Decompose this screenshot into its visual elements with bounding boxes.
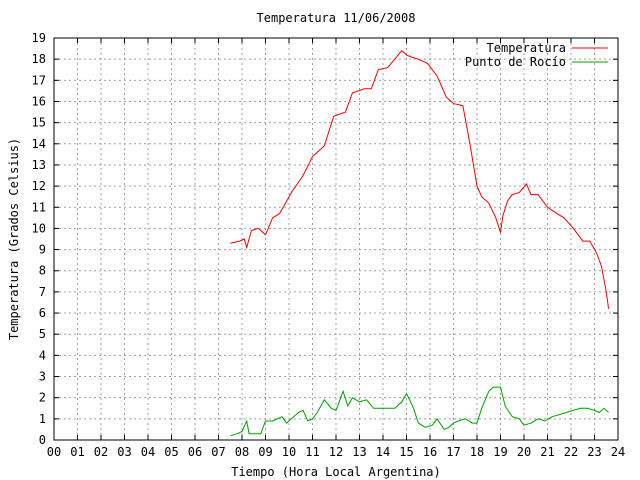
y-tick-label: 14: [32, 137, 46, 151]
x-tick-label: 08: [235, 445, 249, 459]
grid: [54, 38, 618, 440]
x-tick-label: 00: [47, 445, 61, 459]
y-tick-label: 3: [39, 370, 46, 384]
x-tick-label: 10: [282, 445, 296, 459]
y-tick-label: 17: [32, 73, 46, 87]
y-tick-label: 16: [32, 94, 46, 108]
y-tick-label: 5: [39, 327, 46, 341]
dew-point-series-line: [230, 386, 609, 437]
x-tick-label: 15: [399, 445, 413, 459]
y-tick-label: 9: [39, 243, 46, 257]
temperature-series-line: [230, 49, 610, 309]
x-tick-label: 07: [211, 445, 225, 459]
x-tick-label: 02: [94, 445, 108, 459]
y-tick-label: 4: [39, 348, 46, 362]
y-tick-label: 8: [39, 264, 46, 278]
chart-title: Temperatura 11/06/2008: [257, 11, 416, 25]
x-tick-label: 04: [141, 445, 155, 459]
legend-label: Temperatura: [487, 41, 566, 55]
y-axis-label: Temperatura (Grados Celsius): [7, 138, 21, 340]
series-layer: [230, 49, 610, 437]
y-tick-label: 15: [32, 116, 46, 130]
x-tick-label: 12: [329, 445, 343, 459]
x-tick-label: 03: [117, 445, 131, 459]
x-tick-label: 24: [611, 445, 625, 459]
y-tick-label: 0: [39, 433, 46, 447]
legend-label: Punto de Rocío: [465, 55, 566, 69]
x-tick-label: 05: [164, 445, 178, 459]
y-tick-label: 10: [32, 221, 46, 235]
x-tick-label: 20: [517, 445, 531, 459]
x-tick-label: 18: [470, 445, 484, 459]
x-tick-label: 17: [446, 445, 460, 459]
y-tick-label: 6: [39, 306, 46, 320]
x-tick-label: 13: [352, 445, 366, 459]
x-tick-label: 23: [587, 445, 601, 459]
y-tick-label: 7: [39, 285, 46, 299]
x-tick-label: 16: [423, 445, 437, 459]
x-tick-label: 01: [70, 445, 84, 459]
x-tick-label: 21: [540, 445, 554, 459]
y-tick-label: 13: [32, 158, 46, 172]
y-tick-label: 11: [32, 200, 46, 214]
x-tick-label: 06: [188, 445, 202, 459]
y-tick-label: 1: [39, 412, 46, 426]
ticks: 00 01 02 03 04 05 06 07 08 09 10 11 12 13 14 15 16 17 18 19…: [32, 31, 626, 459]
y-tick-label: 19: [32, 31, 46, 45]
y-tick-label: 18: [32, 52, 46, 66]
x-tick-label: 11: [305, 445, 319, 459]
y-tick-label: 12: [32, 179, 46, 193]
y-tick-label: 2: [39, 391, 46, 405]
x-tick-label: 19: [493, 445, 507, 459]
x-axis-label: Tiempo (Hora Local Argentina): [231, 465, 441, 479]
x-tick-label: 09: [258, 445, 272, 459]
x-tick-label: 22: [564, 445, 578, 459]
x-tick-label: 14: [376, 445, 390, 459]
